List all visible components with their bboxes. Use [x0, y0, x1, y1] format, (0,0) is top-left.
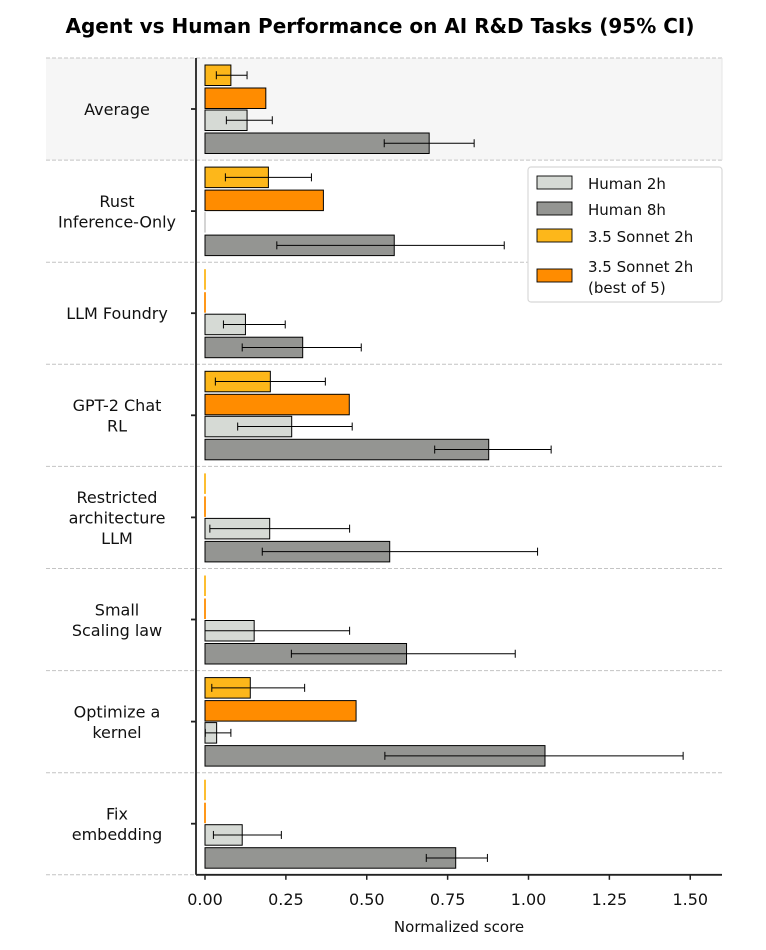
- legend-swatch-sonnet_best5: [536, 268, 573, 283]
- category-label-line: Average: [84, 100, 150, 119]
- errorbar-human2h-gpt-2-chat-rl: [237, 422, 353, 431]
- category-label-line: Scaling law: [72, 621, 162, 640]
- legend-label-sonnet2h: 3.5 Sonnet 2h: [588, 228, 693, 246]
- errorbar-sonnet2h-rust-inference-only: [224, 173, 312, 182]
- category-label-line: Optimize a: [74, 702, 161, 721]
- category-label-line: Fix: [106, 804, 128, 823]
- errorbar-human8h-llm-foundry: [241, 343, 362, 352]
- x-tick-label: 1.00: [511, 890, 547, 909]
- category-label-line: LLM Foundry: [66, 304, 168, 323]
- errorbar-human8h-gpt-2-chat-rl: [434, 445, 552, 454]
- errorbar-human2h-llm-foundry: [222, 320, 286, 329]
- legend-swatch-human8h: [536, 201, 573, 216]
- errorbar-human8h-restricted-architecture-llm: [261, 547, 539, 556]
- category-label-line: kernel: [92, 723, 141, 742]
- x-tick-label: 1.25: [592, 890, 628, 909]
- legend-swatch-sonnet2h: [536, 228, 573, 243]
- x-tick-label: 0.75: [430, 890, 466, 909]
- errorbar-sonnet2h-gpt-2-chat-rl: [214, 377, 326, 386]
- category-label-line: GPT-2 Chat: [73, 396, 162, 415]
- legend-box: [527, 166, 723, 303]
- errorbar-human8h-rust-inference-only: [276, 241, 505, 250]
- bar-sonnet_best5-gpt-2-chat-rl: [204, 393, 350, 416]
- category-label-line: Inference-Only: [58, 212, 176, 231]
- category-label-restricted-architecture-llm: Restricted architecture LLM: [69, 488, 166, 548]
- category-label-gpt-2-chat-rl: GPT-2 Chat RL: [73, 396, 162, 436]
- legend-label-human8h: Human 8h: [588, 201, 666, 219]
- errorbar-human8h-average: [383, 139, 475, 148]
- errorbar-human2h-average: [225, 116, 273, 125]
- category-label-line: LLM: [101, 529, 133, 548]
- legend-label-line: Human 2h: [588, 175, 666, 193]
- category-label-average: Average: [84, 100, 150, 119]
- legend-label-line: Human 8h: [588, 201, 666, 219]
- errorbar-sonnet2h-average: [215, 71, 248, 80]
- errorbar-human2h-optimize-a-kernel: [204, 728, 232, 737]
- category-label-line: architecture: [69, 508, 166, 527]
- x-tick-label: 0.50: [349, 890, 385, 909]
- category-label-small-scaling-law: Small Scaling law: [72, 600, 162, 640]
- category-label-line: Rust: [99, 192, 134, 211]
- errorbar-human2h-fix-embedding: [212, 830, 282, 839]
- x-tick-label: 0.00: [187, 890, 223, 909]
- x-axis: 0.00 0.25 0.50 0.75 1.00 1.25 1.50: [187, 873, 722, 909]
- legend-label-line: (best of 5): [588, 279, 666, 297]
- category-label-rust-inference-only: Rust Inference-Only: [58, 192, 176, 232]
- x-tick-label: 0.25: [268, 890, 304, 909]
- chart-title: Agent vs Human Performance on AI R&D Tas…: [66, 14, 695, 38]
- bar-sonnet_best5-optimize-a-kernel: [204, 700, 357, 722]
- legend-label-human2h: Human 2h: [588, 175, 666, 193]
- errorbar-human8h-small-scaling-law: [290, 649, 516, 658]
- errorbar-human8h-fix-embedding: [425, 853, 488, 862]
- y-axis: Average Rust Inference-Only LLM Foundry GPT-…: [58, 58, 197, 875]
- errorbar-human2h-restricted-architecture-llm: [209, 524, 351, 533]
- x-axis-label: Normalized score: [394, 918, 524, 936]
- legend-label-line: 3.5 Sonnet 2h: [588, 228, 693, 246]
- legend-label-line: 3.5 Sonnet 2h: [588, 258, 693, 276]
- errorbar-human8h-optimize-a-kernel: [384, 751, 684, 760]
- category-label-line: RL: [107, 417, 127, 436]
- category-label-line: embedding: [72, 825, 162, 844]
- category-label-line: Restricted: [77, 488, 158, 507]
- bar-human8h-fix-embedding: [204, 847, 457, 869]
- bar-sonnet_best5-average: [204, 87, 267, 109]
- category-label-fix-embedding: Fix embedding: [72, 804, 162, 844]
- legend-swatch-human2h: [536, 175, 573, 190]
- category-label-llm-foundry: LLM Foundry: [66, 304, 168, 323]
- error-bars: [204, 71, 684, 862]
- x-tick-label: 1.50: [672, 890, 708, 909]
- bar-sonnet_best5-rust-inference-only: [204, 189, 324, 212]
- category-label-line: Small: [95, 600, 139, 619]
- errorbar-human2h-small-scaling-law: [204, 626, 351, 635]
- errorbar-sonnet2h-optimize-a-kernel: [211, 683, 306, 692]
- legend-label-sonnet_best5: 3.5 Sonnet 2h (best of 5): [588, 258, 693, 297]
- category-label-optimize-a-kernel: Optimize a kernel: [74, 702, 161, 742]
